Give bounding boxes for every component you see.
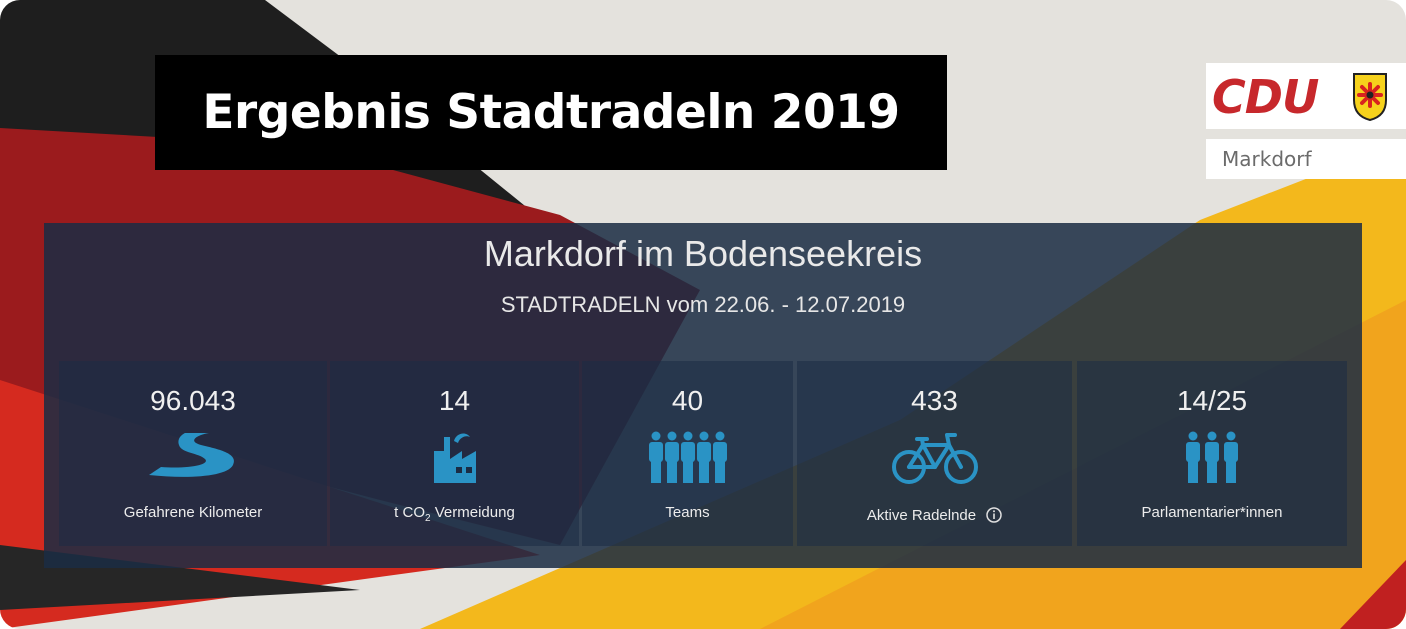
road-icon bbox=[149, 433, 235, 477]
stat-card-parlamentarier: 14/25 Parlamentarier*innen bbox=[1077, 361, 1347, 546]
title-banner: Ergebnis Stadtradeln 2019 bbox=[155, 55, 947, 170]
logo-city-area: Markdorf bbox=[1206, 139, 1406, 179]
stat-label-co2-suffix: Vermeidung bbox=[430, 504, 515, 521]
stat-card-teams: 40 Teams bbox=[582, 361, 793, 546]
panel-subtitle: STADTRADELN vom 22.06. - 12.07.2019 bbox=[500, 292, 906, 317]
stat-label-radelnde: Aktive Radelnde bbox=[797, 507, 1072, 524]
stat-value-teams: 40 bbox=[671, 385, 704, 416]
stat-label-kilometer: Gefahrene Kilometer bbox=[123, 504, 263, 521]
red-corner bbox=[1340, 560, 1406, 629]
stat-label-co2: t CO2 Vermeidung bbox=[330, 504, 579, 524]
panel-title: Markdorf im Bodenseekreis bbox=[483, 233, 923, 274]
stat-card-kilometer: 96.043 Gefahrene Kilometer bbox=[59, 361, 327, 546]
team-icon bbox=[648, 431, 727, 483]
stat-label-parlamentarier: Parlamentarier*innen bbox=[1141, 504, 1283, 521]
info-icon[interactable] bbox=[986, 507, 1002, 523]
stats-panel: Markdorf im Bodenseekreis STADTRADELN vo… bbox=[44, 223, 1362, 568]
stat-value-parlamentarier: 14/25 bbox=[1176, 385, 1248, 416]
factory-icon bbox=[433, 433, 476, 483]
stat-label-co2-prefix: t CO bbox=[394, 504, 426, 521]
crest-icon bbox=[1353, 73, 1387, 122]
stat-value-co2: 14 bbox=[438, 385, 471, 416]
stat-value-radelnde: 433 bbox=[911, 385, 958, 416]
stat-label-co2-sub: 2 bbox=[425, 513, 431, 524]
page-title: Ergebnis Stadtradeln 2019 bbox=[202, 85, 900, 140]
stat-value-kilometer: 96.043 bbox=[150, 385, 236, 416]
stat-card-co2: 14 t CO2 Vermeidung bbox=[330, 361, 579, 546]
logo-city-text: Markdorf bbox=[1222, 147, 1312, 171]
logo-brand-text: CDU bbox=[1212, 70, 1319, 124]
bicycle-icon bbox=[891, 433, 978, 484]
stat-label-radelnde-text: Aktive Radelnde bbox=[866, 507, 977, 524]
cdu-logo: CDU Markdorf bbox=[1206, 63, 1406, 179]
people-icon bbox=[1186, 431, 1238, 483]
stat-card-radelnde: 433 Aktive Radelnde bbox=[797, 361, 1072, 546]
stat-label-teams: Teams bbox=[665, 504, 710, 521]
logo-brand-area: CDU bbox=[1206, 63, 1406, 129]
